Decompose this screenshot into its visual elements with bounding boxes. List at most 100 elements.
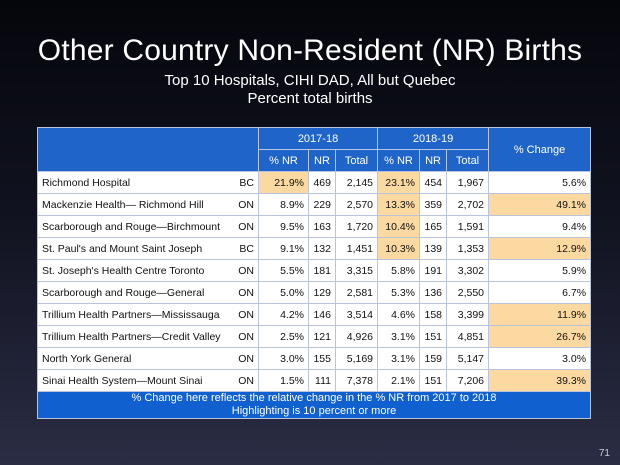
pct-nr-2017: 3.0% — [258, 347, 309, 370]
nr-2017: 229 — [308, 193, 336, 216]
table-row: Sinai Health System—Mount Sinai ON 1.5% 111… — [37, 369, 592, 392]
pct-nr-2018: 3.1% — [377, 325, 421, 348]
pct-change: 11.9% — [488, 303, 592, 326]
hospital-name: Trillium Health Partners—Credit Valley — [37, 325, 225, 348]
header-row-1: 2017-18 2018-19 % Change — [37, 127, 592, 172]
total-2017: 1,451 — [334, 237, 379, 260]
hospital-name: Trillium Health Partners—Mississauga — [37, 303, 225, 326]
nr-2017: 181 — [308, 259, 336, 282]
pct-nr-2018: 2.1% — [377, 369, 421, 392]
province: ON — [224, 325, 259, 348]
nr-2017: 469 — [308, 171, 336, 194]
nr-2018: 151 — [419, 325, 448, 348]
total-2017: 3,315 — [334, 259, 379, 282]
nr-2018: 139 — [419, 237, 448, 260]
table-row: Trillium Health Partners—Credit Valley ON… — [37, 325, 592, 348]
table-row: Trillium Health Partners—Mississauga ON 4.… — [37, 303, 592, 326]
total-2018: 1,967 — [446, 171, 490, 194]
header-change: % Change — [488, 127, 592, 172]
total-2018: 1,353 — [446, 237, 490, 260]
total-2018: 4,851 — [446, 325, 490, 348]
pct-nr-2018: 13.3% — [377, 193, 421, 216]
table-row: Scarborough and Rouge—General ON 5.0% 129 2,… — [37, 281, 592, 304]
pct-change: 5.6% — [488, 171, 592, 194]
nr-2017: 121 — [308, 325, 336, 348]
province: BC — [224, 237, 259, 260]
hospital-name: St. Paul's and Mount Saint Joseph — [37, 237, 225, 260]
hospital-name: Scarborough and Rouge—General — [37, 281, 225, 304]
total-2018: 3,399 — [446, 303, 490, 326]
pct-change: 49.1% — [488, 193, 592, 216]
pct-nr-2018: 3.1% — [377, 347, 421, 370]
total-2018: 2,702 — [446, 193, 490, 216]
total-2017: 5,169 — [334, 347, 379, 370]
header-blank — [37, 127, 259, 172]
total-2017: 2,145 — [334, 171, 379, 194]
header-nr-2: NR — [419, 149, 448, 172]
footnote-line-2: Highlighting is 10 percent or more — [231, 405, 397, 417]
header-pct-nr-1: % NR — [258, 149, 309, 172]
total-2018: 3,302 — [446, 259, 490, 282]
table-row: Richmond Hospital BC 21.9% 469 2,145 23.1% 454… — [37, 171, 592, 194]
header-total-2: Total — [446, 149, 490, 172]
pct-change: 12.9% — [488, 237, 592, 260]
table-row: St. Paul's and Mount Saint Joseph BC 9.1% 1… — [37, 237, 592, 260]
nr-2017: 111 — [308, 369, 336, 392]
pct-nr-2017: 8.9% — [258, 193, 309, 216]
province: ON — [224, 369, 259, 392]
pct-nr-2017: 9.1% — [258, 237, 309, 260]
nr-2018: 191 — [419, 259, 448, 282]
hospital-name: Scarborough and Rouge—Birchmount — [37, 215, 225, 238]
total-2018: 7,206 — [446, 369, 490, 392]
pct-change: 5.9% — [488, 259, 592, 282]
header-pct-nr-2: % NR — [377, 149, 421, 172]
pct-nr-2018: 23.1% — [377, 171, 421, 194]
hospital-name: St. Joseph's Health Centre Toronto — [37, 259, 225, 282]
province: ON — [224, 193, 259, 216]
pct-nr-2017: 21.9% — [258, 171, 309, 194]
total-2017: 2,581 — [334, 281, 379, 304]
nr-2017: 129 — [308, 281, 336, 304]
pct-nr-2017: 9.5% — [258, 215, 309, 238]
hospital-name: Mackenzie Health— Richmond Hill — [37, 193, 225, 216]
footnote-line-1: % Change here reflects the relative chan… — [131, 392, 497, 405]
table-row: Scarborough and Rouge—Birchmount ON 9.5% 16… — [37, 215, 592, 238]
pct-nr-2017: 5.0% — [258, 281, 309, 304]
header-row-2: % NR NR Total % NR NR Total — [38, 149, 591, 172]
slide-title: Other Country Non-Resident (NR) Births — [37, 34, 583, 67]
pct-nr-2017: 5.5% — [258, 259, 309, 282]
total-2018: 1,591 — [446, 215, 490, 238]
pct-change: 39.3% — [488, 369, 592, 392]
pct-nr-2018: 10.4% — [377, 215, 421, 238]
hospital-name: Richmond Hospital — [37, 171, 225, 194]
province: ON — [224, 347, 259, 370]
total-2017: 1,720 — [334, 215, 379, 238]
table-body: Richmond Hospital BC 21.9% 469 2,145 23.1% 454… — [37, 171, 592, 392]
nr-2017: 146 — [308, 303, 336, 326]
pct-nr-2017: 1.5% — [258, 369, 309, 392]
province: BC — [224, 171, 259, 194]
total-2017: 7,378 — [334, 369, 379, 392]
pct-change: 6.7% — [488, 281, 592, 304]
pct-nr-2018: 10.3% — [377, 237, 421, 260]
total-2017: 2,570 — [334, 193, 379, 216]
page-number: 71 — [598, 448, 610, 459]
pct-nr-2018: 4.6% — [377, 303, 421, 326]
province: ON — [224, 303, 259, 326]
nr-2017: 163 — [308, 215, 336, 238]
hospital-name: Sinai Health System—Mount Sinai — [37, 369, 225, 392]
nr-2018: 454 — [419, 171, 448, 194]
pct-change: 3.0% — [488, 347, 592, 370]
table-row: Mackenzie Health— Richmond Hill ON 8.9% 229… — [37, 193, 592, 216]
nr-2018: 158 — [419, 303, 448, 326]
pct-nr-2018: 5.3% — [377, 281, 421, 304]
province: ON — [224, 215, 259, 238]
nr-2017: 132 — [308, 237, 336, 260]
pct-change: 9.4% — [488, 215, 592, 238]
header-period-2018: 2018-19 — [377, 127, 490, 150]
nr-2018: 151 — [419, 369, 448, 392]
header-nr-1: NR — [308, 149, 336, 172]
footnote-row: % Change here reflects the relative chan… — [36, 391, 592, 419]
total-2017: 4,926 — [334, 325, 379, 348]
pct-nr-2017: 4.2% — [258, 303, 309, 326]
